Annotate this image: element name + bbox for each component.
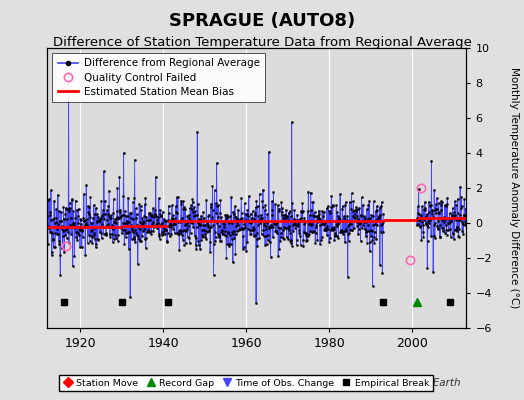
Y-axis label: Monthly Temperature Anomaly Difference (°C): Monthly Temperature Anomaly Difference (… <box>509 67 519 309</box>
Text: SPRAGUE (AUTO8): SPRAGUE (AUTO8) <box>169 12 355 30</box>
Legend: Difference from Regional Average, Quality Control Failed, Estimated Station Mean: Difference from Regional Average, Qualit… <box>52 53 265 102</box>
Text: Berkeley Earth: Berkeley Earth <box>385 378 461 388</box>
Legend: Station Move, Record Gap, Time of Obs. Change, Empirical Break: Station Move, Record Gap, Time of Obs. C… <box>59 375 433 391</box>
Text: Difference of Station Temperature Data from Regional Average: Difference of Station Temperature Data f… <box>52 36 472 49</box>
